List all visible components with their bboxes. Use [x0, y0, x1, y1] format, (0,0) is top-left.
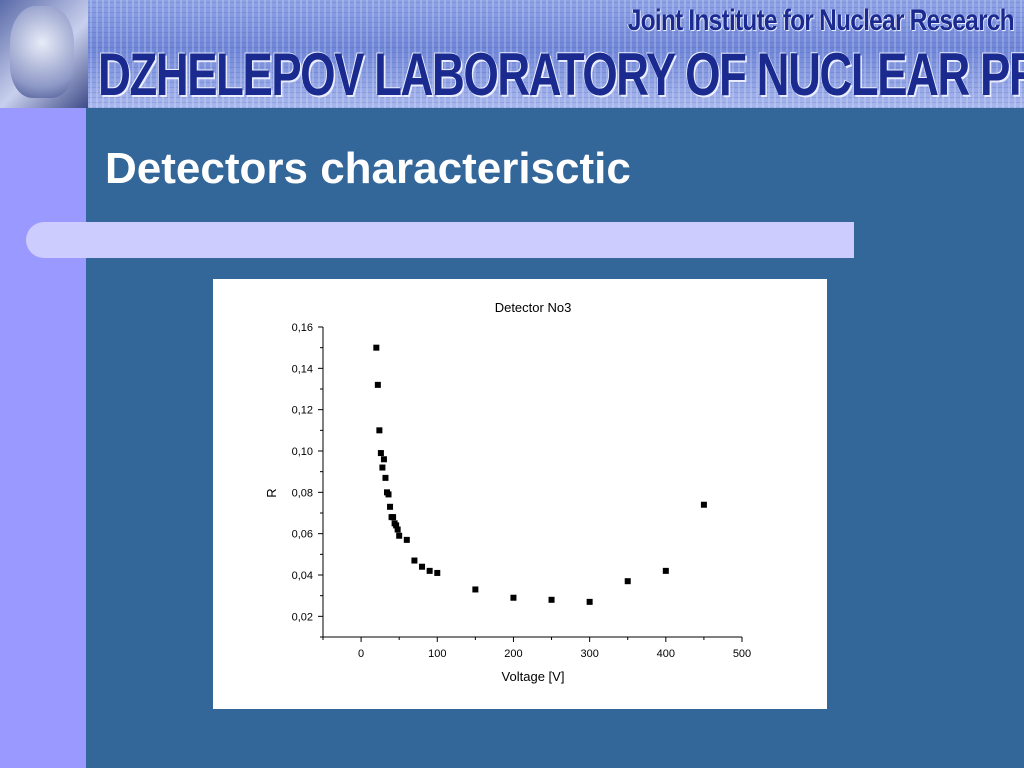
data-point	[396, 532, 403, 539]
data-point	[472, 586, 479, 593]
data-point	[624, 578, 631, 585]
portrait-image	[0, 0, 88, 108]
x-tick-label: 0	[358, 648, 364, 660]
slide-title: Detectors characterisctic	[105, 144, 631, 193]
data-point	[374, 381, 381, 388]
data-point	[387, 503, 394, 510]
y-tick-label: 0,12	[292, 405, 313, 417]
data-point	[426, 567, 433, 574]
data-point	[373, 344, 380, 351]
banner-texture	[0, 0, 1024, 108]
laboratory-name: DZHELEPOV LABORATORY OF NUCLEAR PROBLEMS	[98, 41, 1024, 108]
y-axis-label: R	[264, 488, 279, 497]
x-axis-label: Voltage [V]	[502, 669, 565, 684]
y-tick-label: 0,14	[292, 363, 313, 375]
institute-name: Joint Institute for Nuclear Research	[627, 4, 1015, 37]
x-tick-label: 300	[580, 648, 598, 660]
x-tick-label: 100	[428, 648, 446, 660]
data-point	[510, 594, 517, 601]
y-tick-label: 0,06	[292, 529, 313, 541]
x-tick-label: 500	[733, 648, 751, 660]
title-underline-bar	[26, 222, 854, 258]
data-point	[377, 450, 384, 457]
chart-title: Detector No3	[495, 300, 572, 315]
y-tick-label: 0,08	[292, 487, 313, 499]
data-point	[382, 474, 389, 481]
data-point	[548, 596, 555, 603]
chart-panel: Detector No3 Voltage [V] R 0 100 200 300 400…	[213, 279, 827, 709]
data-point	[380, 456, 387, 463]
data-point	[700, 501, 707, 508]
x-tick-label: 200	[504, 648, 522, 660]
data-point	[403, 536, 410, 543]
data-point	[385, 491, 392, 498]
data-point	[411, 557, 418, 564]
data-point	[394, 526, 401, 533]
data-point	[393, 522, 400, 529]
y-tick-label: 0,10	[292, 446, 313, 458]
left-accent-strip	[0, 108, 86, 768]
data-point	[376, 427, 383, 434]
x-tick-label: 400	[657, 648, 675, 660]
y-tick-label: 0,16	[292, 322, 313, 334]
data-point	[662, 567, 669, 574]
y-tick-label: 0,02	[292, 611, 313, 623]
data-point	[390, 514, 397, 521]
scatter-chart: Detector No3 Voltage [V] R 0 100 200 300 400…	[264, 300, 751, 684]
data-point	[586, 598, 593, 605]
data-point	[419, 563, 426, 570]
data-point	[379, 464, 386, 471]
header-banner: Joint Institute for Nuclear Research DZH…	[0, 0, 1024, 108]
y-tick-label: 0,04	[292, 570, 313, 582]
data-point	[434, 569, 441, 576]
